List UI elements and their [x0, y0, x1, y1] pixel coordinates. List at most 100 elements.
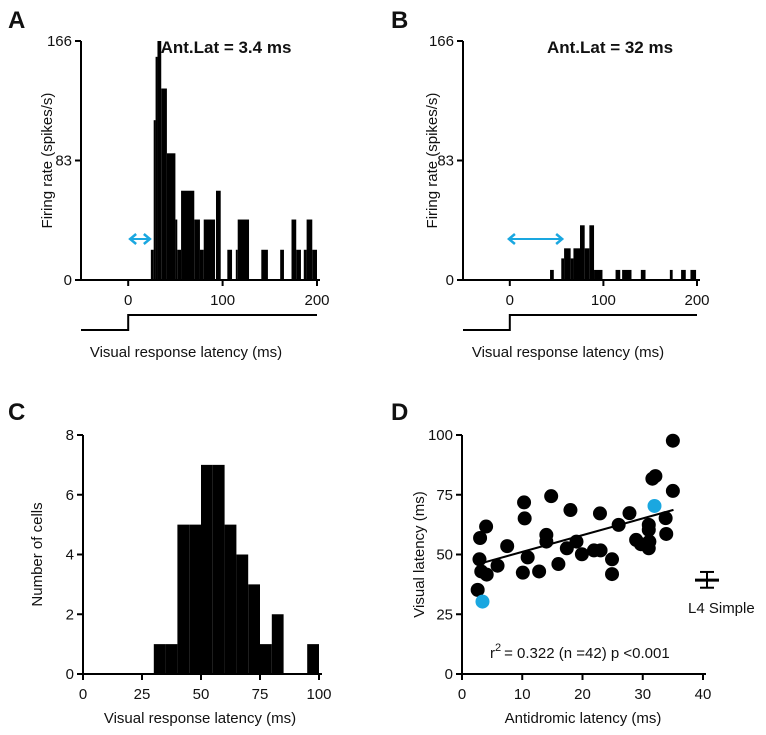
data-point [592, 506, 607, 521]
r-symbol: r [490, 645, 495, 662]
histogram-bar [306, 219, 313, 280]
histogram-bar [271, 614, 284, 674]
histogram-bar [235, 249, 238, 280]
data-point [658, 511, 673, 526]
histogram-bar [291, 219, 297, 280]
highlighted-data-point [647, 498, 662, 513]
panel-label-b: B [391, 7, 408, 34]
panel-label-d: D [391, 399, 408, 426]
data-point [479, 519, 494, 534]
histogram-bar [237, 219, 250, 280]
y-tick-label: 75 [436, 487, 453, 504]
y-axis-label: Number of cells [29, 502, 46, 606]
histogram-bar [177, 249, 182, 280]
antidromic-latency-label: Ant.Lat = 3.4 ms [161, 38, 292, 57]
arrow-head-left-icon [506, 233, 516, 245]
data-point [500, 539, 515, 554]
x-tick-label: 10 [514, 686, 531, 703]
y-tick-label: 0 [66, 666, 74, 683]
data-point [611, 517, 626, 532]
y-tick-label: 166 [429, 33, 454, 50]
histogram-bar [153, 644, 166, 674]
histogram-bar [161, 88, 167, 280]
data-point [539, 534, 554, 549]
histogram-bar [573, 248, 580, 280]
x-tick-label: 0 [506, 292, 514, 309]
panel-a-histogram: 0 83 166 0 100 200 Firing rate (spikes/s) Visua… [39, 33, 330, 361]
arrow-head-left-icon [128, 233, 137, 245]
histogram-bar [155, 56, 158, 281]
y-tick-label: 50 [436, 547, 453, 564]
histogram-bar [594, 269, 603, 280]
y-tick-label: 100 [428, 427, 453, 444]
y-tick-label: 0 [446, 272, 454, 289]
data-point [605, 552, 620, 567]
histogram-bar [157, 41, 162, 280]
histogram-bar [177, 524, 190, 674]
y-axis-label: Firing rate (spikes/s) [424, 93, 441, 229]
histogram-bar [194, 219, 200, 280]
histogram-bar [165, 644, 178, 674]
histogram-bar [227, 249, 233, 280]
histogram-bar [622, 269, 632, 280]
x-tick-label: 30 [634, 686, 651, 703]
x-tick-label: 75 [252, 686, 269, 703]
data-point [544, 489, 559, 504]
histogram-bar [570, 258, 574, 280]
x-axis-label: Visual response latency (ms) [472, 344, 664, 361]
panel-d-scatter: 0 25 50 75 100 0 10 20 30 40 Visual latency (ms) An… [411, 427, 755, 727]
histogram-bar [215, 190, 221, 280]
highlighted-data-point [475, 594, 490, 609]
histogram-bar [189, 524, 201, 674]
panel-c-histogram: 0 2 4 6 8 0 25 50 75 100 Number of cells Visual res… [29, 427, 332, 727]
y-tick-label: 25 [436, 606, 453, 623]
y-tick-label: 83 [55, 153, 72, 170]
data-point [665, 433, 680, 448]
panel-b-histogram: 0 83 166 0 100 200 Firing rate (spikes/s) Visua… [424, 33, 710, 361]
regression-stats: r2 = 0.322 (n =42) p <0.001 [490, 642, 670, 662]
histogram-bar [224, 524, 237, 674]
histogram-bar [201, 464, 213, 674]
x-tick-label: 0 [79, 686, 87, 703]
histogram-bar [212, 464, 225, 674]
histogram-bar [640, 269, 646, 280]
histogram-bar [199, 249, 204, 280]
r-superscript: 2 [495, 642, 501, 654]
y-axis-label: Firing rate (spikes/s) [39, 93, 56, 229]
data-point [665, 483, 680, 498]
data-point [515, 565, 530, 580]
stimulus-trace [463, 314, 697, 331]
stimulus-trace [81, 314, 317, 331]
antidromic-latency-label: Ant.Lat = 32 ms [547, 38, 673, 57]
y-axis-label: Visual latency (ms) [411, 491, 428, 617]
x-tick-label: 200 [684, 292, 709, 309]
x-tick-label: 40 [695, 686, 712, 703]
histogram-bar [153, 120, 156, 281]
panel-label-c: C [8, 399, 25, 426]
histogram-bar [175, 219, 178, 280]
data-point [470, 582, 485, 597]
x-tick-label: 100 [306, 686, 331, 703]
histogram-bar [580, 225, 585, 280]
x-tick-label: 50 [193, 686, 210, 703]
histogram-bar [280, 249, 284, 280]
histogram-bar [564, 248, 571, 280]
x-tick-label: 20 [574, 686, 591, 703]
regression-stats-text: = 0.322 (n =42) p <0.001 [504, 645, 670, 662]
data-point [563, 503, 578, 518]
data-point [551, 557, 566, 572]
histogram-bar [248, 584, 260, 674]
histogram-bar [261, 249, 268, 280]
x-axis-label: Visual response latency (ms) [104, 710, 296, 727]
data-point [532, 564, 547, 579]
histogram-bar [236, 554, 249, 674]
data-point [622, 506, 637, 521]
y-tick-label: 8 [66, 427, 74, 444]
data-point [490, 558, 505, 573]
y-tick-label: 0 [445, 666, 453, 683]
histogram-bar [203, 219, 216, 280]
reference-label: L4 Simple [688, 600, 755, 617]
data-point [593, 543, 608, 558]
histogram-bar [312, 249, 317, 280]
antidromic-latency-arrow [506, 233, 565, 245]
